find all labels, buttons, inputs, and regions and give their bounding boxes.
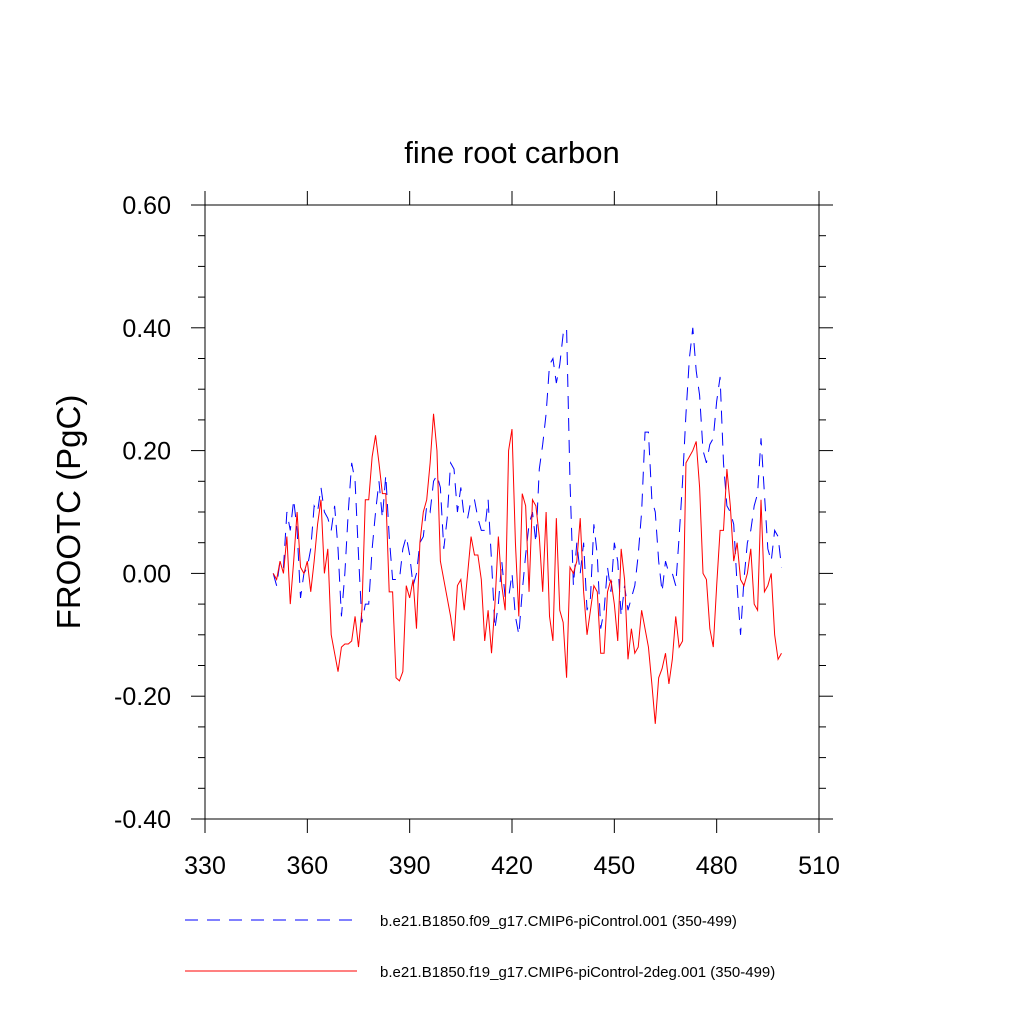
y-axis-label: FROOTC (PgC) xyxy=(50,395,87,630)
x-tick-label: 510 xyxy=(798,852,840,880)
x-tick-label: 450 xyxy=(593,852,635,880)
y-tick-label: -0.40 xyxy=(114,806,171,834)
y-tick-label: 0.60 xyxy=(122,192,171,220)
legend-label: b.e21.B1850.f19_g17.CMIP6-piControl-2deg… xyxy=(380,964,775,981)
series-line xyxy=(272,413,782,724)
x-tick-label: 480 xyxy=(696,852,738,880)
chart-title: fine root carbon xyxy=(404,135,619,170)
y-tick-label: -0.20 xyxy=(114,683,171,711)
y-tick-label: 0.20 xyxy=(122,438,171,466)
x-tick-label: 420 xyxy=(491,852,533,880)
x-tick-label: 330 xyxy=(184,852,226,880)
x-tick-label: 360 xyxy=(286,852,328,880)
x-tick-label: 390 xyxy=(389,852,431,880)
y-tick-label: 0.00 xyxy=(122,560,171,588)
y-tick-label: 0.40 xyxy=(122,315,171,343)
series-line xyxy=(272,325,782,635)
legend-label: b.e21.B1850.f09_g17.CMIP6-piControl.001 … xyxy=(380,913,737,930)
